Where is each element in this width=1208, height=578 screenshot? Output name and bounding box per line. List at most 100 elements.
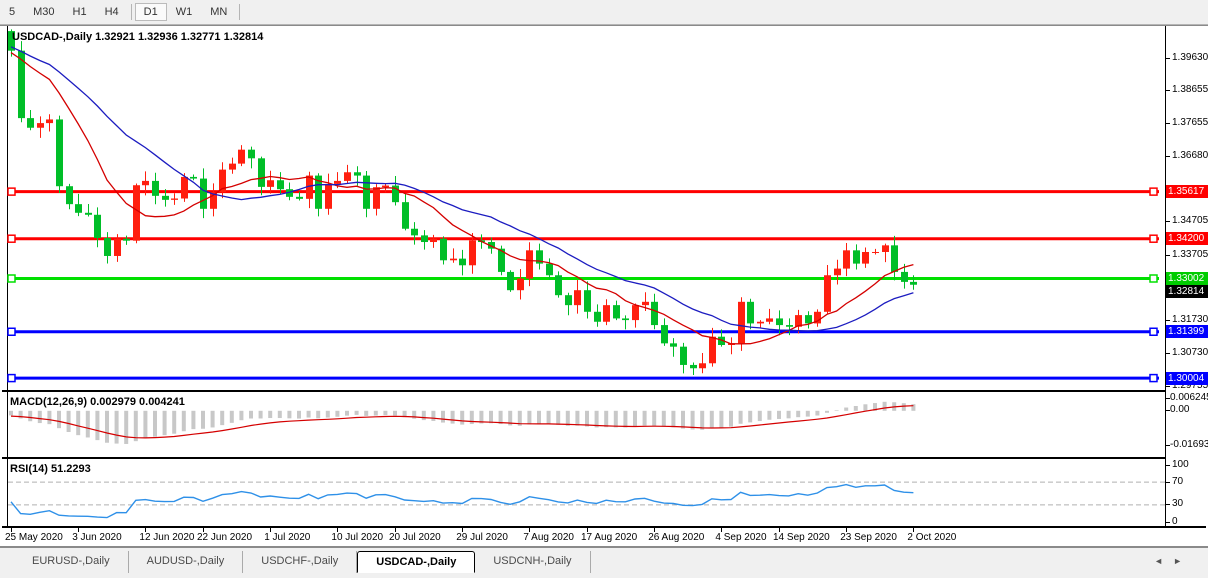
line-handle[interactable]	[7, 327, 16, 337]
candle-body	[814, 311, 821, 324]
price-axis-label: 1.30730	[1172, 347, 1208, 359]
candle-body	[373, 187, 380, 209]
candle-body	[565, 295, 572, 306]
line-handle[interactable]	[1149, 187, 1158, 196]
candle-body	[296, 196, 303, 199]
rsi-axis-label: 70	[1172, 475, 1184, 487]
toolbar-separator	[130, 4, 132, 20]
tab-scroll-arrows: ◄►	[1154, 556, 1192, 566]
date-label: 7 Aug 2020	[523, 532, 574, 543]
rsi-pane[interactable]	[2, 459, 1165, 526]
candle-body	[315, 175, 322, 209]
macd-histogram-bar	[633, 410, 637, 427]
macd-histogram-bar	[9, 410, 13, 416]
macd-histogram-bar	[805, 410, 810, 417]
macd-indicator-label: MACD(12,26,9) 0.002979 0.004241	[10, 396, 185, 408]
date-label: 3 Jun 2020	[72, 532, 122, 543]
date-tick	[203, 528, 204, 532]
candle-body	[75, 204, 82, 213]
price-axis-label: 1.31730	[1172, 314, 1208, 326]
tab-eurusd[interactable]: EURUSD-,Daily	[14, 551, 129, 573]
tab-scroll-left-icon[interactable]: ◄	[1154, 556, 1174, 566]
candle-body	[459, 258, 466, 266]
candle-body	[670, 343, 677, 347]
macd-histogram-bar	[143, 410, 148, 439]
candle-body	[162, 195, 169, 200]
candle-body	[766, 318, 773, 322]
tab-usdchf[interactable]: USDCHF-,Daily	[243, 551, 358, 573]
timeframe-button-h4[interactable]: H4	[104, 6, 119, 18]
timeframe-button-h1[interactable]: H1	[72, 6, 87, 18]
candle-body	[411, 228, 418, 236]
tab-audusd[interactable]: AUDUSD-,Daily	[129, 551, 244, 573]
candle-body	[18, 50, 25, 119]
timeframe-button-d1[interactable]: D1	[134, 3, 167, 21]
line-handle[interactable]	[7, 187, 16, 196]
price-axis[interactable]: 1.39630 1.38655 1.37655 1.36680 1.34705 1.337…	[1166, 26, 1208, 526]
line-handle[interactable]	[1149, 327, 1158, 337]
candle-body	[862, 251, 869, 264]
macd-histogram-bar	[825, 410, 829, 413]
date-tick	[654, 528, 656, 532]
timeframe-button-mn[interactable]: MN	[210, 6, 228, 18]
macd-histogram-bar	[172, 410, 177, 434]
candle-body	[66, 186, 73, 205]
macd-histogram-bar	[844, 407, 849, 411]
macd-histogram-bar	[729, 410, 733, 427]
date-tick	[462, 528, 464, 532]
macd-axis-label: -0.016933	[1170, 438, 1208, 450]
tab-scroll-right-icon[interactable]: ►	[1173, 556, 1192, 566]
date-tick	[11, 528, 12, 532]
macd-axis-label: 0.006245	[1170, 391, 1208, 403]
macd-histogram-bar	[450, 410, 455, 424]
macd-histogram-bar	[911, 404, 916, 411]
macd-histogram-bar	[133, 410, 138, 442]
macd-pane[interactable]	[2, 392, 1165, 457]
line-handle[interactable]	[7, 274, 16, 283]
macd-histogram-bar	[546, 410, 551, 424]
date-label: 12 Jun 2020	[139, 532, 195, 543]
candle-body	[306, 175, 313, 199]
line-handle[interactable]	[7, 234, 16, 243]
timeframe-button-m30[interactable]: M30	[33, 6, 55, 18]
macd-histogram-bar	[498, 410, 503, 425]
pane-separator[interactable]	[2, 390, 1206, 392]
candle-body	[402, 202, 409, 229]
macd-histogram-bar	[373, 410, 378, 416]
candle-body	[488, 242, 495, 249]
pane-separator[interactable]	[2, 457, 1206, 459]
date-tick	[78, 528, 80, 532]
macd-histogram-bar	[47, 410, 52, 425]
tab-usdcnh[interactable]: USDCNH-,Daily	[475, 551, 591, 573]
line-handle[interactable]	[1149, 274, 1158, 283]
macd-histogram-bar	[306, 410, 311, 418]
date-axis[interactable]: 25 May 2020 3 Jun 2020 12 Jun 2020 22 Jun 2…	[2, 528, 1206, 546]
candle-body	[891, 245, 898, 272]
timeframe-button-m5[interactable]: 5	[9, 6, 16, 18]
timeframe-button-w1[interactable]: W1	[175, 6, 193, 18]
date-label: 26 Aug 2020	[648, 532, 705, 543]
macd-histogram-bar	[162, 410, 167, 436]
tab-usdcad[interactable]: USDCAD-,Daily	[357, 551, 476, 573]
macd-histogram-bar	[777, 410, 781, 419]
candle-body	[651, 301, 658, 326]
candle-body	[603, 305, 610, 322]
price-chart-pane[interactable]	[2, 26, 1165, 390]
timeframe-toolbar: 5 M30 H1 H4 D1 W1 MN	[0, 0, 1208, 25]
macd-histogram-bar	[652, 410, 657, 426]
line-handle[interactable]	[1149, 373, 1158, 383]
macd-histogram-bar	[690, 410, 695, 430]
candle-body	[834, 268, 841, 276]
macd-histogram-bar	[834, 410, 839, 411]
candle-body	[133, 185, 140, 241]
macd-histogram-bar	[220, 410, 225, 426]
axis-tick	[1166, 254, 1170, 256]
line-handle[interactable]	[1149, 234, 1158, 243]
line-handle[interactable]	[7, 373, 16, 383]
candle-body	[450, 258, 457, 261]
price-marker-label: 1.33002	[1166, 272, 1208, 285]
macd-histogram-bar	[767, 410, 772, 420]
date-label: 25 May 2020	[5, 532, 63, 543]
candle-body	[190, 176, 197, 179]
macd-histogram-bar	[249, 410, 253, 419]
